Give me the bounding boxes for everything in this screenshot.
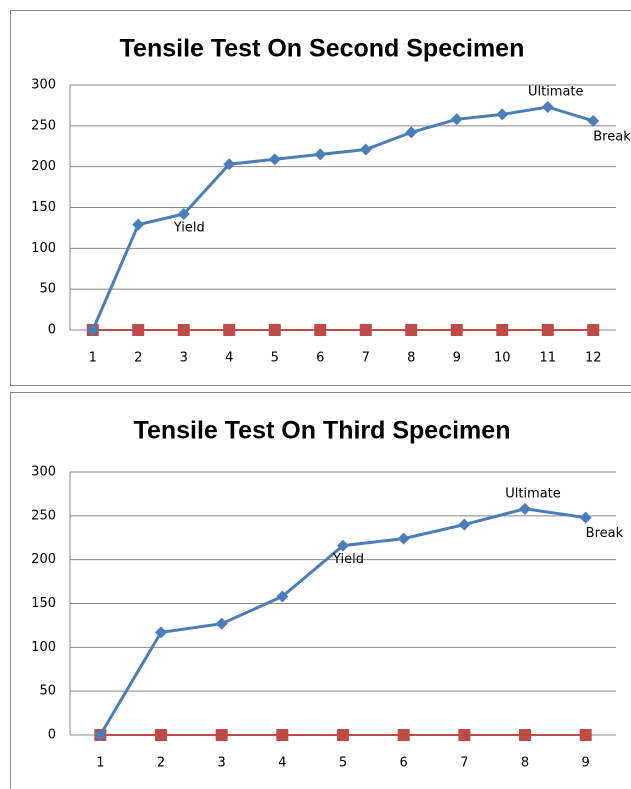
x-tick-label: 2: [157, 756, 165, 771]
y-tick-label: 150: [31, 200, 56, 215]
x-tick-label: 11: [539, 351, 556, 366]
x-tick-label: 6: [400, 756, 408, 771]
y-tick-label: 100: [31, 241, 56, 256]
marker: [579, 729, 592, 741]
series-line: [91, 105, 594, 331]
chart-title: Tensile Test On Third Specimen: [134, 417, 511, 445]
x-tick-label: 5: [339, 756, 347, 771]
marker: [541, 324, 554, 336]
marker: [155, 729, 167, 741]
marker: [314, 324, 327, 336]
x-tick-label: 9: [453, 351, 461, 366]
marker: [519, 502, 531, 515]
x-tick-label: 7: [460, 756, 468, 771]
marker: [541, 101, 554, 114]
x-tick-label: 3: [180, 351, 188, 366]
x-tick-label: 4: [278, 756, 286, 771]
annotation: Yield: [173, 221, 205, 236]
y-tick-label: 50: [39, 282, 56, 297]
annotation: Break: [593, 129, 631, 144]
x-tick-label: 2: [134, 351, 142, 366]
marker: [496, 108, 509, 121]
x-tick-label: 9: [582, 756, 590, 771]
marker: [177, 324, 190, 336]
y-tick-label: 150: [31, 596, 56, 611]
annotation: Break: [586, 526, 624, 541]
marker: [215, 617, 228, 630]
marker: [458, 729, 471, 741]
chart-title: Tensile Test On Second Specimen: [120, 35, 525, 63]
marker: [314, 148, 327, 161]
marker: [215, 729, 228, 741]
x-tick-label: 12: [585, 351, 602, 366]
y-tick-label: 250: [31, 508, 56, 523]
marker: [458, 518, 471, 531]
marker: [177, 208, 190, 221]
marker: [359, 143, 372, 156]
marker: [268, 324, 281, 336]
marker: [155, 626, 167, 639]
y-tick-label: 200: [31, 552, 56, 567]
marker: [268, 153, 281, 166]
y-tick-label: 250: [31, 118, 56, 133]
x-tick-label: 1: [89, 351, 97, 366]
x-tick-label: 5: [271, 351, 279, 366]
marker: [587, 114, 600, 127]
marker: [496, 324, 509, 336]
marker: [579, 511, 592, 524]
y-tick-label: 100: [31, 640, 56, 655]
marker: [450, 113, 463, 126]
marker: [223, 158, 236, 171]
x-tick-label: 4: [225, 351, 233, 366]
marker: [276, 590, 289, 603]
y-tick-label: 300: [31, 465, 56, 480]
annotation: Yield: [332, 552, 364, 567]
marker: [86, 324, 99, 336]
x-tick-label: 10: [494, 351, 511, 366]
marker: [337, 539, 349, 552]
marker: [405, 126, 418, 139]
annotation: Ultimate: [528, 85, 584, 100]
marker: [587, 324, 600, 336]
marker: [132, 218, 145, 231]
y-tick-label: 50: [39, 684, 56, 699]
marker: [94, 729, 107, 741]
x-tick-label: 8: [407, 351, 415, 366]
chart-frame: [10, 10, 631, 386]
x-tick-label: 3: [218, 756, 226, 771]
x-tick-label: 8: [521, 756, 529, 771]
x-tick-label: 6: [316, 351, 324, 366]
y-tick-label: 0: [48, 728, 56, 743]
chart-frame: [10, 392, 631, 789]
marker: [223, 324, 236, 336]
y-tick-label: 200: [31, 159, 56, 174]
marker: [337, 729, 349, 741]
marker: [450, 324, 463, 336]
marker: [359, 324, 372, 336]
marker: [405, 324, 418, 336]
annotation: Ultimate: [505, 486, 561, 501]
marker: [519, 729, 531, 741]
y-tick-label: 0: [48, 323, 56, 338]
marker: [397, 532, 410, 545]
marker: [132, 324, 145, 336]
y-tick-label: 300: [31, 78, 56, 93]
x-tick-label: 1: [96, 756, 104, 771]
marker: [397, 729, 410, 741]
x-tick-label: 7: [362, 351, 370, 366]
marker: [276, 729, 289, 741]
